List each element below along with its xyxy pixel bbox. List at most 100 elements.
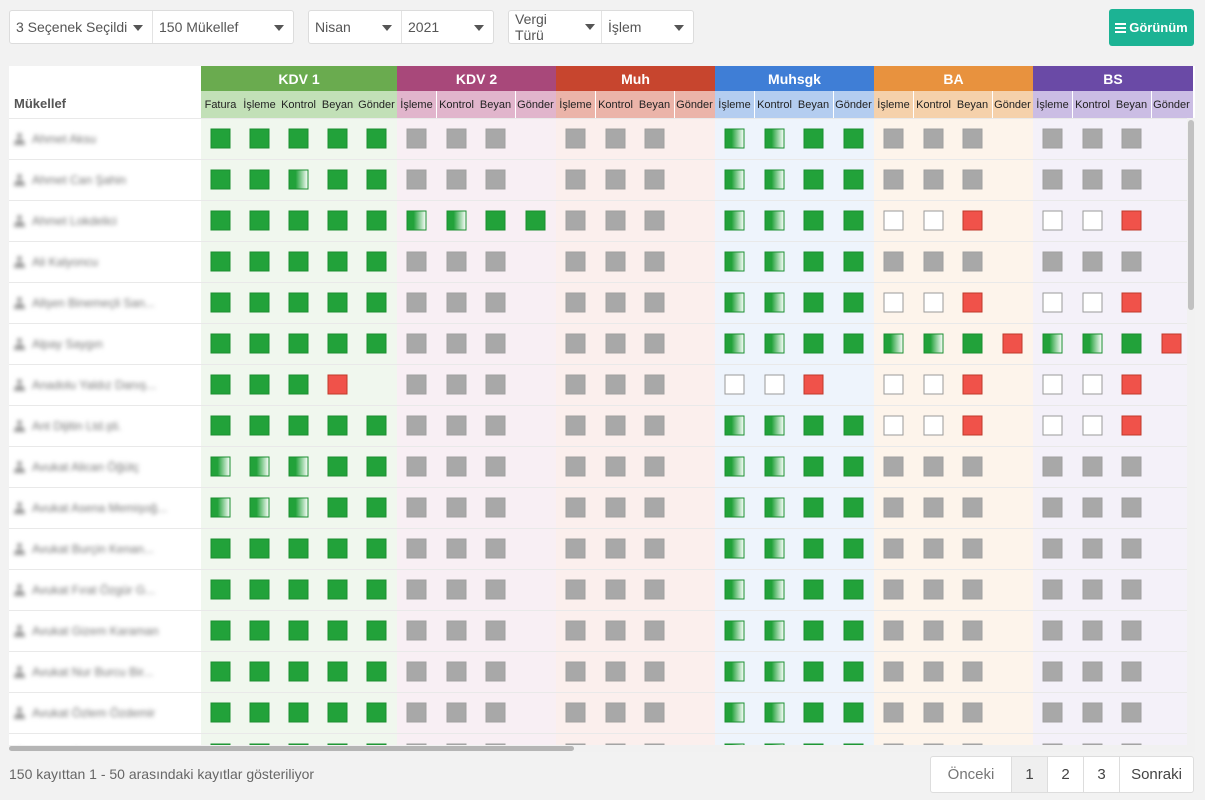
status-cell-not-applicable[interactable] [565, 620, 586, 641]
status-cell-in-progress[interactable] [1082, 333, 1103, 354]
status-cell-pending[interactable] [1082, 210, 1103, 231]
status-cell-not-applicable[interactable] [446, 620, 467, 641]
status-cell-pending[interactable] [883, 415, 904, 436]
status-cell-done[interactable] [366, 579, 387, 600]
status-cell-not-applicable[interactable] [446, 333, 467, 354]
status-cell-not-applicable[interactable] [565, 497, 586, 518]
horizontal-scrollbar[interactable] [9, 745, 1195, 752]
status-cell-not-applicable[interactable] [565, 661, 586, 682]
status-cell-not-applicable[interactable] [644, 497, 665, 518]
status-cell-not-applicable[interactable] [962, 702, 983, 723]
status-cell-done[interactable] [803, 661, 824, 682]
status-cell-done[interactable] [210, 374, 231, 395]
status-cell-done[interactable] [803, 251, 824, 272]
status-cell-not-applicable[interactable] [446, 661, 467, 682]
status-cell-pending[interactable] [1082, 292, 1103, 313]
status-cell-done[interactable] [288, 415, 309, 436]
status-cell-not-applicable[interactable] [1121, 456, 1142, 477]
status-cell-pending[interactable] [1042, 374, 1063, 395]
status-cell-not-applicable[interactable] [644, 661, 665, 682]
status-cell-not-applicable[interactable] [565, 579, 586, 600]
status-cell-not-applicable[interactable] [565, 415, 586, 436]
status-cell-not-applicable[interactable] [605, 333, 626, 354]
status-cell-not-applicable[interactable] [1042, 128, 1063, 149]
status-cell-done[interactable] [803, 415, 824, 436]
taxpayer-name[interactable]: Alpay Saygın [14, 323, 103, 364]
status-cell-not-applicable[interactable] [883, 702, 904, 723]
status-cell-error[interactable] [327, 374, 348, 395]
status-cell-in-progress[interactable] [764, 251, 785, 272]
status-cell-error[interactable] [1121, 210, 1142, 231]
status-cell-done[interactable] [1121, 333, 1142, 354]
status-cell-not-applicable[interactable] [1042, 538, 1063, 559]
status-cell-not-applicable[interactable] [644, 702, 665, 723]
status-cell-not-applicable[interactable] [446, 169, 467, 190]
status-cell-done[interactable] [249, 333, 270, 354]
status-cell-not-applicable[interactable] [605, 210, 626, 231]
status-cell-not-applicable[interactable] [1121, 497, 1142, 518]
status-cell-not-applicable[interactable] [644, 128, 665, 149]
status-cell-not-applicable[interactable] [605, 661, 626, 682]
status-cell-done[interactable] [366, 333, 387, 354]
status-cell-not-applicable[interactable] [1042, 579, 1063, 600]
status-cell-pending[interactable] [724, 374, 745, 395]
status-cell-error[interactable] [962, 374, 983, 395]
status-cell-not-applicable[interactable] [485, 251, 506, 272]
status-cell-not-applicable[interactable] [923, 538, 944, 559]
status-cell-not-applicable[interactable] [1042, 702, 1063, 723]
status-cell-done[interactable] [288, 538, 309, 559]
status-cell-not-applicable[interactable] [605, 579, 626, 600]
status-cell-done[interactable] [366, 538, 387, 559]
status-cell-not-applicable[interactable] [962, 538, 983, 559]
status-cell-not-applicable[interactable] [962, 620, 983, 641]
status-cell-in-progress[interactable] [923, 333, 944, 354]
page-button-3[interactable]: 3 [1083, 757, 1119, 792]
status-cell-in-progress[interactable] [249, 456, 270, 477]
status-cell-not-applicable[interactable] [1121, 702, 1142, 723]
status-cell-not-applicable[interactable] [485, 292, 506, 313]
status-cell-in-progress[interactable] [724, 292, 745, 313]
status-cell-not-applicable[interactable] [406, 456, 427, 477]
status-cell-not-applicable[interactable] [605, 251, 626, 272]
status-cell-not-applicable[interactable] [406, 292, 427, 313]
status-cell-not-applicable[interactable] [923, 661, 944, 682]
status-cell-done[interactable] [327, 702, 348, 723]
status-cell-in-progress[interactable] [764, 292, 785, 313]
status-cell-not-applicable[interactable] [446, 456, 467, 477]
status-cell-not-applicable[interactable] [644, 538, 665, 559]
status-cell-done[interactable] [803, 333, 824, 354]
status-cell-pending[interactable] [883, 292, 904, 313]
status-cell-not-applicable[interactable] [962, 128, 983, 149]
status-cell-not-applicable[interactable] [446, 374, 467, 395]
status-cell-in-progress[interactable] [764, 210, 785, 231]
status-cell-not-applicable[interactable] [565, 128, 586, 149]
status-cell-not-applicable[interactable] [605, 497, 626, 518]
status-cell-done[interactable] [327, 415, 348, 436]
status-cell-not-applicable[interactable] [1121, 661, 1142, 682]
taxpayer-name[interactable]: Avukat Gizem Karaman [14, 610, 159, 651]
status-cell-done[interactable] [843, 497, 864, 518]
status-cell-not-applicable[interactable] [644, 620, 665, 641]
status-cell-done[interactable] [843, 128, 864, 149]
status-cell-done[interactable] [366, 169, 387, 190]
status-cell-error[interactable] [1121, 374, 1142, 395]
status-cell-pending[interactable] [1082, 415, 1103, 436]
status-cell-pending[interactable] [1042, 210, 1063, 231]
status-cell-not-applicable[interactable] [883, 497, 904, 518]
status-cell-not-applicable[interactable] [565, 538, 586, 559]
status-cell-done[interactable] [210, 620, 231, 641]
status-cell-error[interactable] [962, 210, 983, 231]
status-cell-not-applicable[interactable] [1042, 169, 1063, 190]
status-cell-not-applicable[interactable] [485, 169, 506, 190]
status-cell-not-applicable[interactable] [485, 497, 506, 518]
status-cell-done[interactable] [249, 292, 270, 313]
status-cell-in-progress[interactable] [764, 702, 785, 723]
selection-dropdown[interactable]: 3 Seçenek Seçildi [10, 11, 152, 43]
operation-dropdown[interactable]: İşlem [601, 11, 693, 43]
status-cell-not-applicable[interactable] [446, 538, 467, 559]
status-cell-not-applicable[interactable] [1082, 497, 1103, 518]
status-cell-error[interactable] [1002, 333, 1023, 354]
status-cell-not-applicable[interactable] [644, 169, 665, 190]
status-cell-not-applicable[interactable] [565, 292, 586, 313]
status-cell-not-applicable[interactable] [485, 128, 506, 149]
